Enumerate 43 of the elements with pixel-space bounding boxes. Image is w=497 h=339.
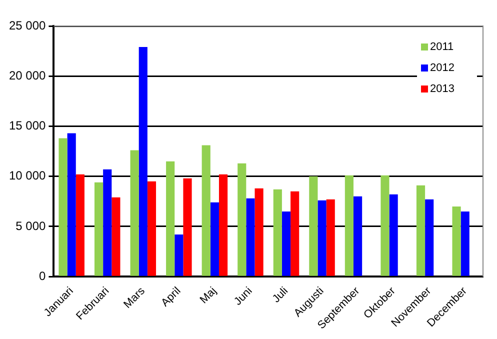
- bar: [309, 176, 318, 276]
- y-tick-label: 20 000: [9, 68, 46, 82]
- bar: [353, 196, 362, 276]
- bar: [166, 161, 175, 276]
- bar: [67, 133, 76, 276]
- x-tick-label: Maj: [198, 285, 219, 306]
- bar: [254, 188, 264, 276]
- bar: [416, 185, 426, 276]
- bar: [210, 202, 219, 276]
- bar: [138, 47, 148, 276]
- bar: [130, 150, 139, 276]
- bar: [58, 138, 68, 276]
- bar: [326, 199, 335, 276]
- bar: [147, 181, 156, 276]
- bar: [282, 211, 291, 276]
- y-tick-label: 10 000: [9, 168, 46, 183]
- legend-label: 2012: [430, 62, 454, 74]
- bar: [76, 174, 84, 276]
- y-tick-label: 15 000: [9, 118, 46, 133]
- bar: [380, 175, 390, 276]
- bar: [246, 198, 255, 276]
- bar: [290, 191, 300, 276]
- bar: [425, 199, 434, 276]
- bar: [202, 145, 210, 276]
- bar: [389, 194, 398, 276]
- bar: [174, 234, 184, 276]
- bar: [218, 174, 228, 276]
- legend-label: 2011: [430, 41, 454, 54]
- bar: [452, 206, 461, 276]
- y-tick-label: 5 000: [16, 218, 46, 233]
- bar: [238, 163, 246, 276]
- x-tick-label: Juli: [270, 285, 291, 306]
- bar: [460, 211, 470, 276]
- bar: [103, 169, 112, 276]
- y-tick-label: 0: [39, 268, 46, 283]
- y-tick-label: 25 000: [9, 18, 46, 32]
- bar: [273, 189, 282, 276]
- bar: [94, 182, 104, 276]
- legend-label: 2013: [430, 83, 454, 96]
- bar: [183, 178, 192, 276]
- bar: [112, 197, 120, 276]
- bar: [318, 200, 326, 276]
- bar: [344, 175, 354, 276]
